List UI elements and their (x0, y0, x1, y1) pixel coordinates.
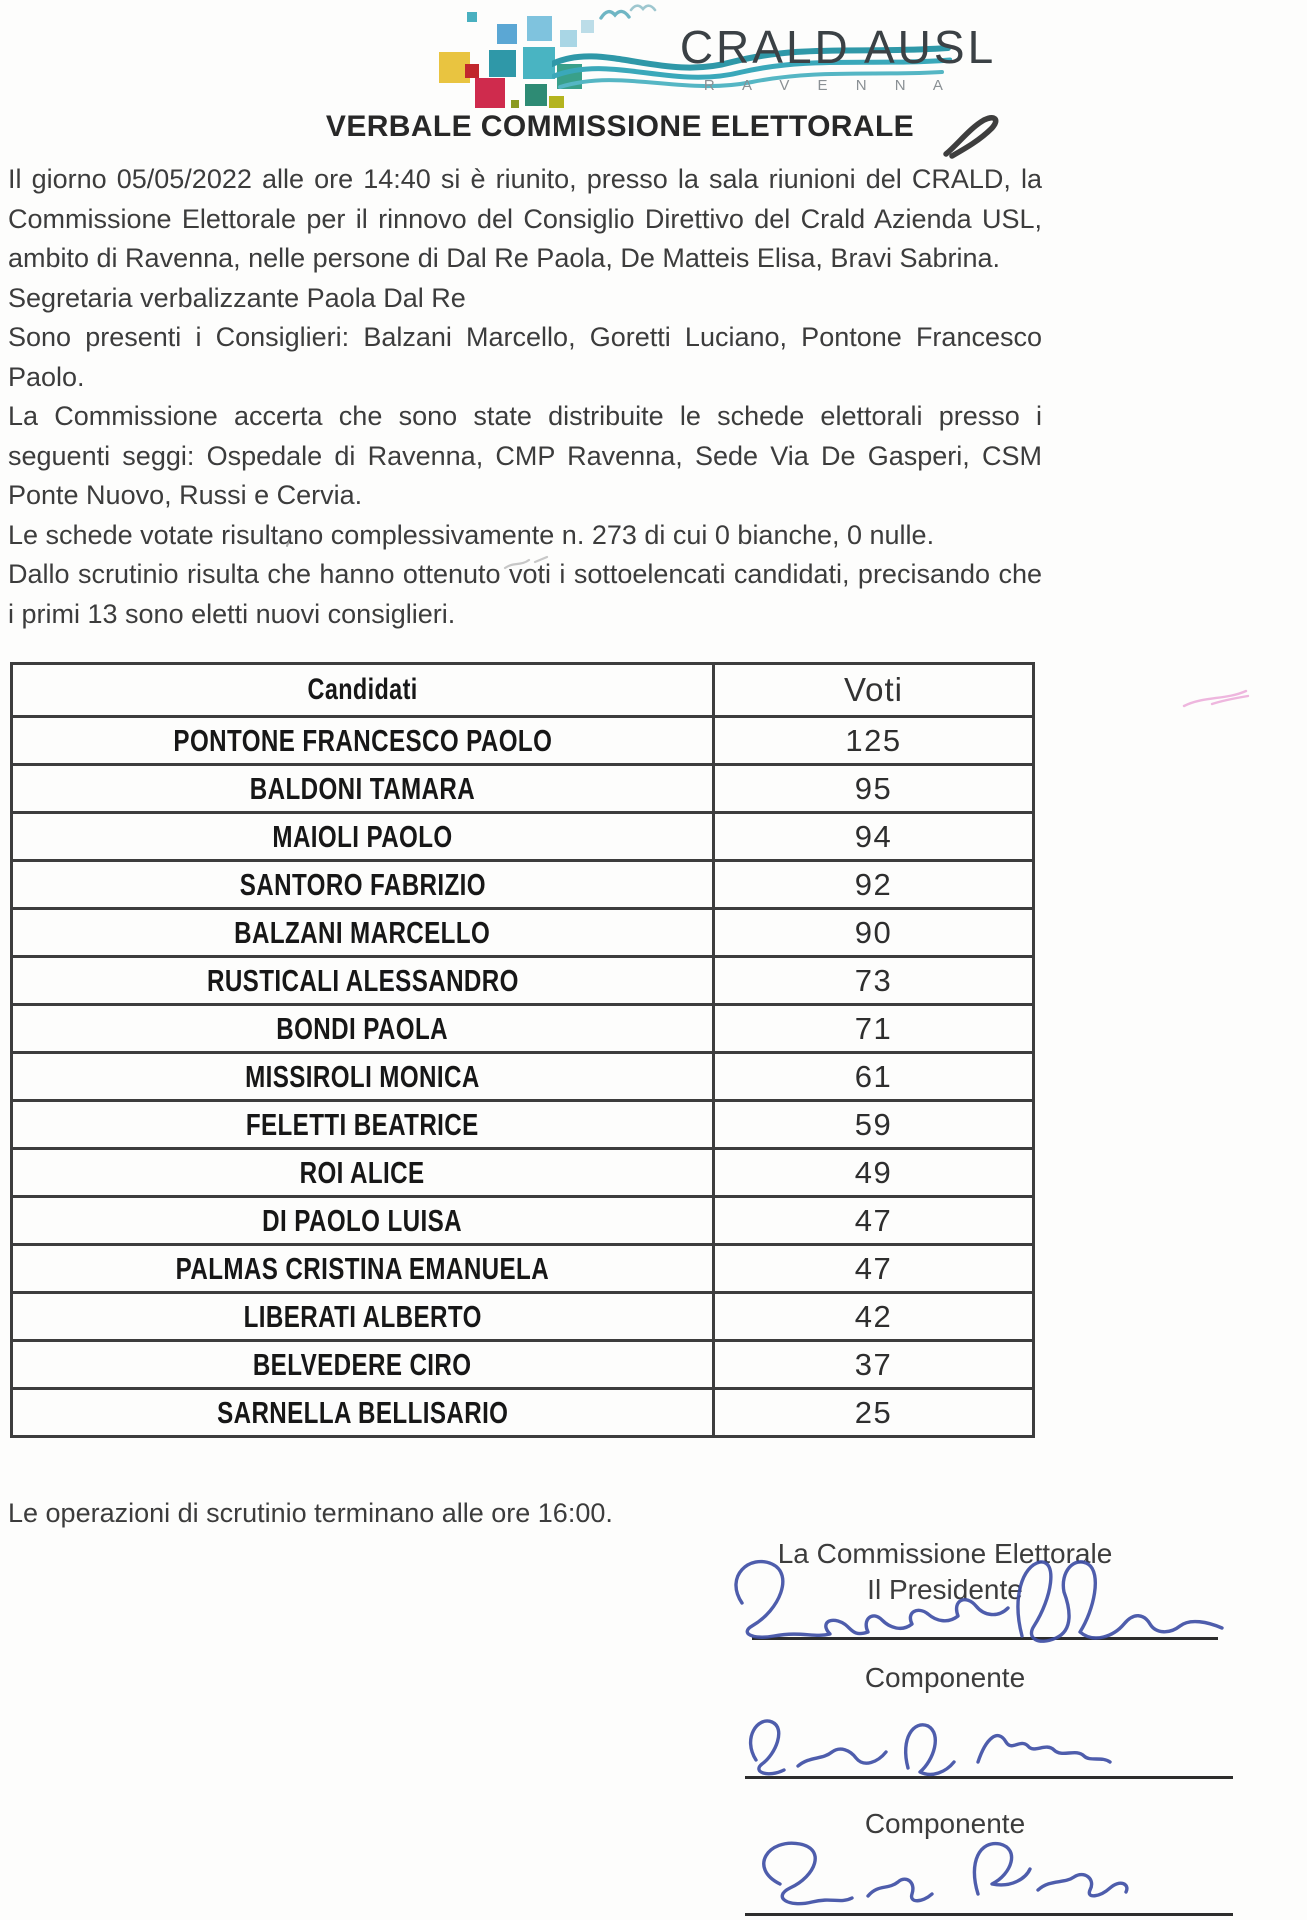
candidate-name: DI PAOLO LUISA (262, 1202, 463, 1238)
member-signature (762, 1841, 1129, 1906)
candidate-name: MISSIROLI MONICA (245, 1058, 480, 1094)
member-signature (749, 1719, 1112, 1777)
vote-count: 125 (712, 715, 1035, 766)
vote-count: 37 (712, 1339, 1035, 1390)
table-row: MISSIROLI MONICA 61 (10, 1051, 1035, 1102)
candidate-name: LIBERATI ALBERTO (243, 1298, 482, 1334)
signature-line (745, 1913, 1233, 1916)
closing-statement: Le operazioni di scrutinio terminano all… (8, 1498, 613, 1528)
candidate-name: BELVEDERE CIRO (253, 1346, 472, 1382)
logo-title: CRALD AUSL (679, 21, 997, 73)
vote-count: 47 (712, 1243, 1035, 1294)
table-row: PONTONE FRANCESCO PAOLO 125 (10, 715, 1035, 766)
candidate-name: ROI ALICE (300, 1154, 425, 1190)
table-row: LIBERATI ALBERTO 42 (10, 1291, 1035, 1342)
president-signature (734, 1559, 1224, 1643)
candidate-name: SARNELLA BELLISARIO (216, 1394, 509, 1430)
table-row: RUSTICALI ALESSANDRO 73 (10, 955, 1035, 1006)
column-header-candidates: Candidati (307, 673, 418, 706)
column-header-votes: Voti (712, 662, 1035, 718)
logo-subtitle: R A V E N N A (703, 77, 955, 94)
vote-count: 73 (712, 955, 1035, 1006)
table-row: SARNELLA BELLISARIO 25 (10, 1387, 1035, 1438)
vote-count: 59 (712, 1099, 1035, 1150)
vote-count: 90 (712, 907, 1035, 958)
vote-count: 92 (712, 859, 1035, 910)
table-row: MAIOLI PAOLO 94 (10, 811, 1035, 862)
candidate-name: BALDONI TAMARA (249, 770, 476, 806)
table-row: BALDONI TAMARA 95 (10, 763, 1035, 814)
candidate-name: RUSTICALI ALESSANDRO (206, 962, 519, 998)
table-row: FELETTI BEATRICE 59 (10, 1099, 1035, 1150)
member-label: Componente (864, 1662, 1026, 1693)
signature-heading: La Commissione Elettorale (777, 1538, 1113, 1569)
table-row: SANTORO FABRIZIO 92 (10, 859, 1035, 910)
table-header-row: Candidati Voti (10, 662, 1035, 718)
vote-count: 47 (712, 1195, 1035, 1246)
paragraph: Sono presenti i Consiglieri: Balzani Mar… (8, 322, 1042, 392)
vote-count: 94 (712, 811, 1035, 862)
vote-count: 25 (712, 1387, 1035, 1438)
table-row: DI PAOLO LUISA 47 (10, 1195, 1035, 1246)
signature-line (752, 1637, 1218, 1640)
paragraph: Le schede votate risultano complessivame… (8, 519, 935, 550)
table-row: BELVEDERE CIRO 37 (10, 1339, 1035, 1390)
table-row: BONDI PAOLA 71 (10, 1003, 1035, 1054)
logo-waves-icon (551, 45, 952, 89)
candidate-name: FELETTI BEATRICE (246, 1106, 479, 1142)
table-row: ROI ALICE 49 (10, 1147, 1035, 1198)
pencil-scribble-mark (503, 555, 549, 570)
crald-logo: CRALD AUSL R A V E N N A (120, 4, 1307, 108)
president-label: Il Presidente (867, 1574, 1023, 1605)
vote-count: 42 (712, 1291, 1035, 1342)
candidate-name: SANTORO FABRIZIO (239, 866, 486, 902)
vote-count: 95 (712, 763, 1035, 814)
bird-icon (599, 9, 631, 20)
vote-count: 49 (712, 1147, 1035, 1198)
pink-pen-mark (1182, 689, 1250, 708)
paragraph: Dallo scrutinio risulta che hanno ottenu… (8, 559, 1042, 629)
stray-mark (286, 535, 292, 547)
vote-count: 61 (712, 1051, 1035, 1102)
table-row: PALMAS CRISTINA EMANUELA 47 (10, 1243, 1035, 1294)
results-table: Candidati Voti PONTONE FRANCESCO PAOLO 12… (10, 662, 1035, 1438)
paragraph: Segretaria verbalizzante Paola Dal Re (8, 282, 466, 313)
vote-count: 71 (712, 1003, 1035, 1054)
logo-text-block: CRALD AUSL R A V E N N A (551, 4, 997, 94)
paragraph: La Commissione accerta che sono state di… (8, 401, 1042, 510)
candidate-name: BONDI PAOLA (276, 1010, 449, 1046)
paragraph: Il giorno 05/05/2022 alle ore 14:40 si è… (8, 164, 1042, 273)
candidate-name: BALZANI MARCELLO (234, 914, 491, 950)
candidate-name: PONTONE FRANCESCO PAOLO (173, 722, 552, 758)
signature-line (745, 1776, 1233, 1779)
page-title: VERBALE COMMISSIONE ELETTORALE (325, 110, 915, 143)
member-label: Componente (864, 1808, 1026, 1839)
candidate-name: MAIOLI PAOLO (272, 818, 453, 854)
pen-mark (943, 115, 999, 159)
bird-icon (629, 4, 657, 12)
candidate-name: PALMAS CRISTINA EMANUELA (175, 1250, 550, 1286)
document-body: Il giorno 05/05/2022 alle ore 14:40 si è… (0, 160, 1042, 1534)
table-row: BALZANI MARCELLO 90 (10, 907, 1035, 958)
document-header: CRALD AUSL R A V E N N A (0, 0, 1307, 108)
